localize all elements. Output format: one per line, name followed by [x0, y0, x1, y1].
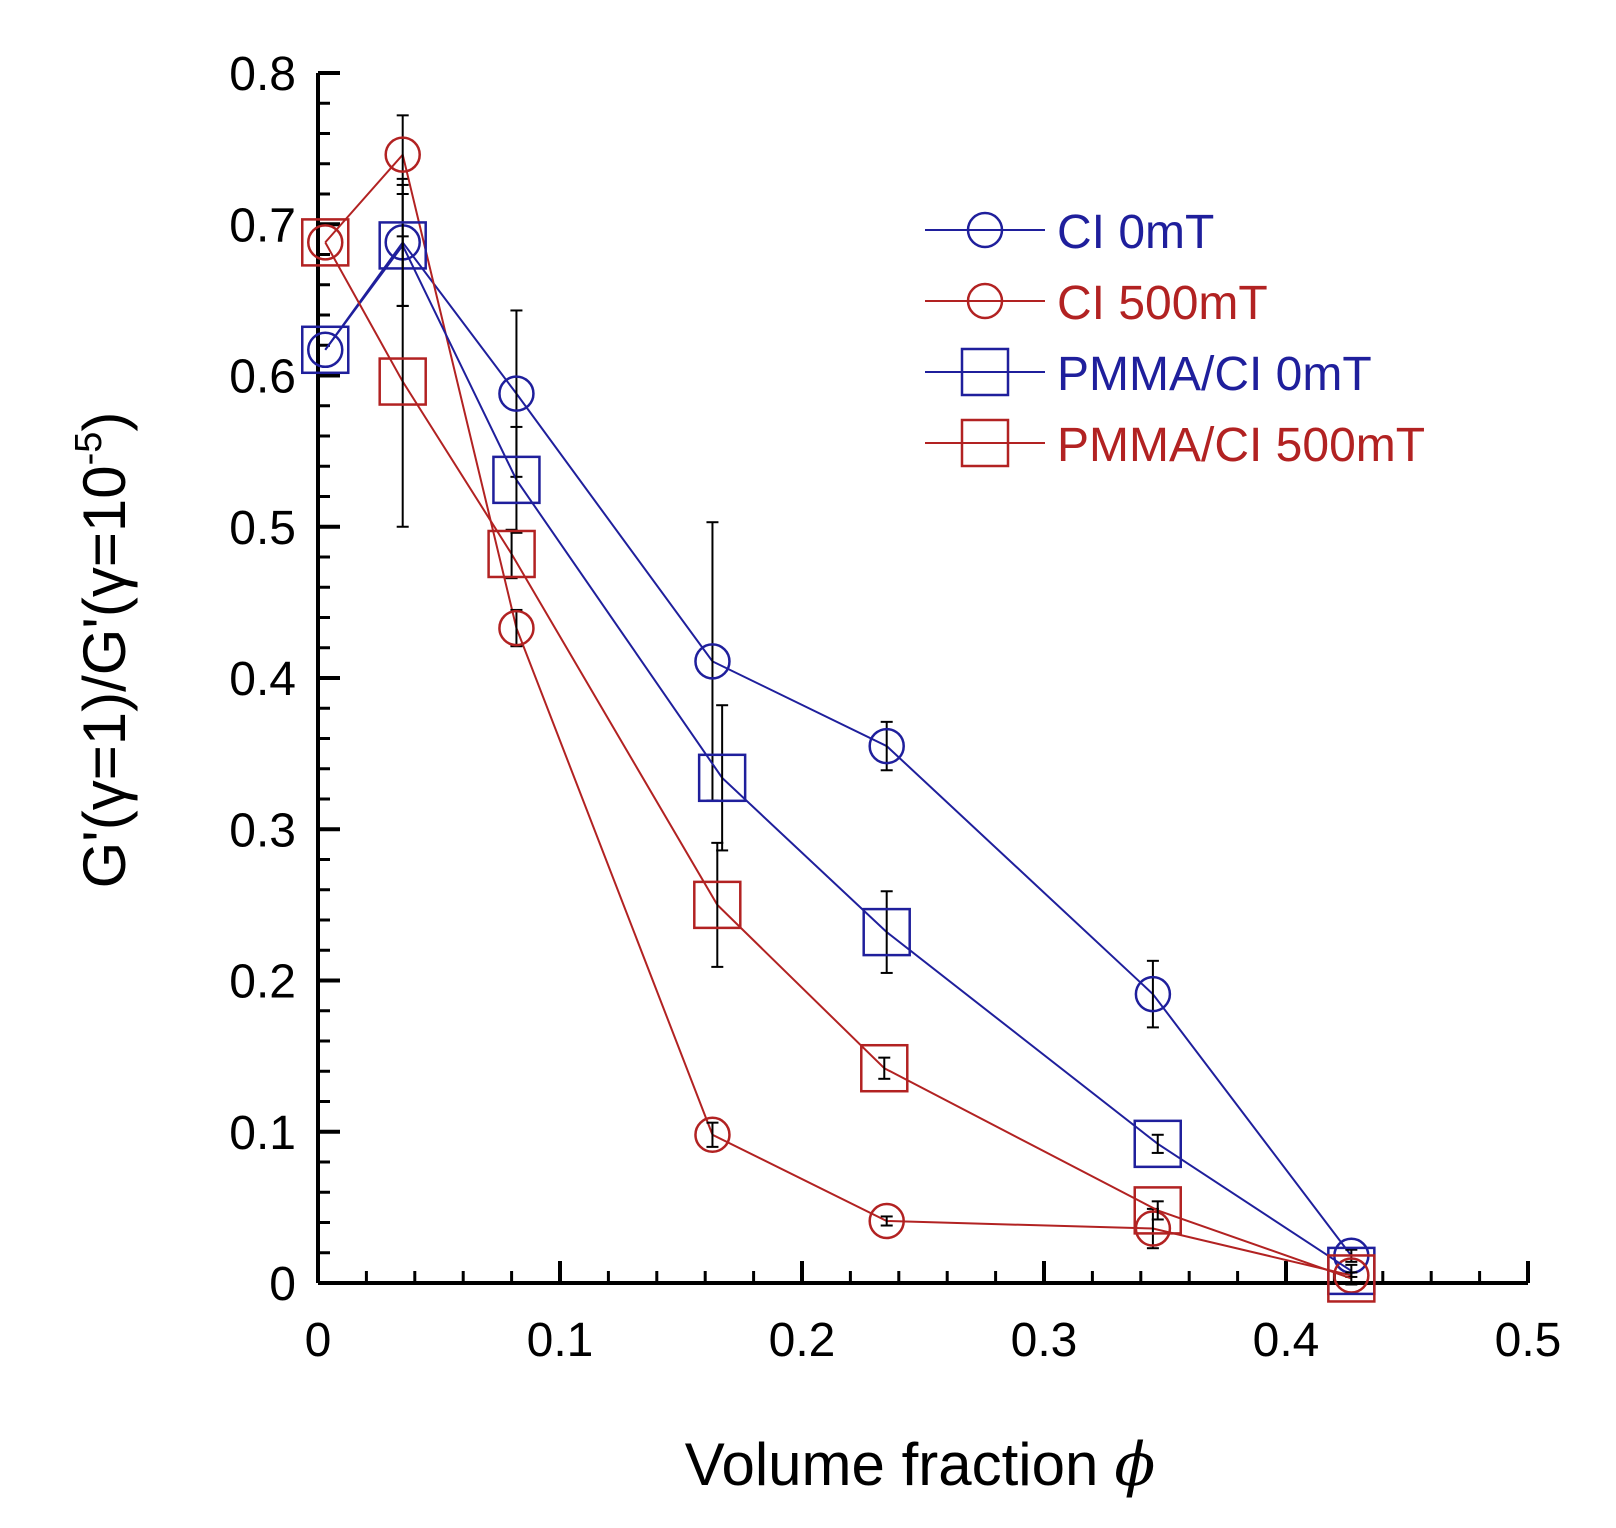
legend-marker	[960, 418, 1010, 468]
data-point	[307, 224, 344, 261]
plot-area: 0 0.1 0.2 0.3 0.4 0.5 0.6 0.7 0.8 0 0.1 0.2 0.3 0.4 0.…	[229, 48, 1561, 1367]
y-tick-label: 0.8	[229, 48, 296, 101]
data-point	[498, 609, 535, 647]
data-point	[694, 1116, 731, 1154]
y-axis-title-group: G'(γ=1)/G'(γ=10-5)	[68, 412, 138, 889]
error-bar	[880, 1215, 893, 1227]
error-bar	[396, 235, 409, 528]
data-point	[301, 218, 350, 267]
data-point	[868, 1202, 905, 1240]
data-point	[868, 727, 905, 765]
error-bar	[878, 1056, 891, 1080]
data-point	[498, 375, 535, 412]
error-bar	[706, 1121, 719, 1148]
legend-marker	[960, 347, 1010, 397]
legend-item: PMMA/CI 500mT	[925, 418, 1425, 472]
error-bar	[1345, 1271, 1358, 1286]
legend-item: PMMA/CI 0mT	[925, 347, 1372, 401]
legend-label: PMMA/CI 0mT	[1057, 348, 1372, 401]
data-point	[862, 907, 911, 957]
error-bar	[880, 890, 893, 974]
series-4	[301, 218, 1376, 1303]
error-bar	[711, 841, 724, 968]
y-tick-label: 0.7	[229, 199, 296, 252]
data-point	[1333, 1257, 1370, 1294]
x-axis-title: Volume fraction ϕ	[685, 1430, 1155, 1500]
error-bar	[1151, 1133, 1164, 1154]
y-tick-label: 0.1	[229, 1107, 296, 1160]
y-tick-label: 0	[269, 1258, 296, 1311]
data-point	[693, 880, 742, 930]
y-axis-title-close: )	[71, 412, 138, 432]
y-tick-label: 0.6	[229, 351, 296, 404]
x-tick-label: 0	[305, 1314, 332, 1367]
error-bar	[1146, 959, 1159, 1029]
legend-marker	[966, 211, 1004, 249]
legend-item: CI 500mT	[925, 277, 1268, 330]
legend: CI 0mT CI 500mT PMMA/CI 0mT PMMA/CI 500mT	[925, 206, 1425, 472]
x-tick-label: 0.1	[527, 1314, 594, 1367]
y-axis-title-exponent: -5	[68, 432, 110, 466]
x-tick-label: 0.4	[1253, 1314, 1320, 1367]
y-axis-title-main: G'(γ=1)/G'(γ=10	[71, 465, 138, 888]
y-tick-label: 0.5	[229, 502, 296, 555]
y-tick-label: 0.4	[229, 653, 296, 706]
axes: 0 0.1 0.2 0.3 0.4 0.5 0.6 0.7 0.8 0 0.1 0.2 0.3 0.4 0.…	[229, 48, 1561, 1367]
data-point	[860, 1043, 909, 1093]
data-point	[307, 331, 344, 369]
data-point	[487, 529, 536, 579]
legend-marker	[966, 282, 1004, 320]
data-point	[492, 455, 541, 505]
data-point	[694, 643, 731, 680]
legend-label: CI 0mT	[1057, 206, 1214, 259]
data-point	[1134, 975, 1172, 1013]
data-point	[1327, 1254, 1376, 1303]
series-layer	[301, 114, 1376, 1303]
data-point	[1133, 1119, 1182, 1169]
x-tick-label: 0.2	[769, 1314, 836, 1367]
legend-label: PMMA/CI 500mT	[1057, 419, 1425, 472]
series-2	[307, 114, 1370, 1294]
legend-item: CI 0mT	[925, 206, 1214, 259]
x-tick-label: 0.5	[1495, 1314, 1562, 1367]
y-tick-label: 0.2	[229, 956, 296, 1009]
data-point	[301, 325, 350, 375]
x-axis-title-symbol: ϕ	[1114, 1430, 1155, 1500]
y-tick-label: 0.3	[229, 804, 296, 857]
data-point	[697, 753, 747, 803]
data-point	[378, 357, 427, 406]
data-point	[1133, 1186, 1182, 1235]
y-axis-title: G'(γ=1)/G'(γ=10-5)	[68, 412, 138, 889]
legend-label: CI 500mT	[1057, 277, 1268, 330]
x-tick-label: 0.3	[1011, 1314, 1078, 1367]
error-bar	[1151, 1200, 1164, 1221]
data-point	[384, 136, 421, 173]
x-axis-title-main: Volume fraction	[685, 1431, 1099, 1498]
